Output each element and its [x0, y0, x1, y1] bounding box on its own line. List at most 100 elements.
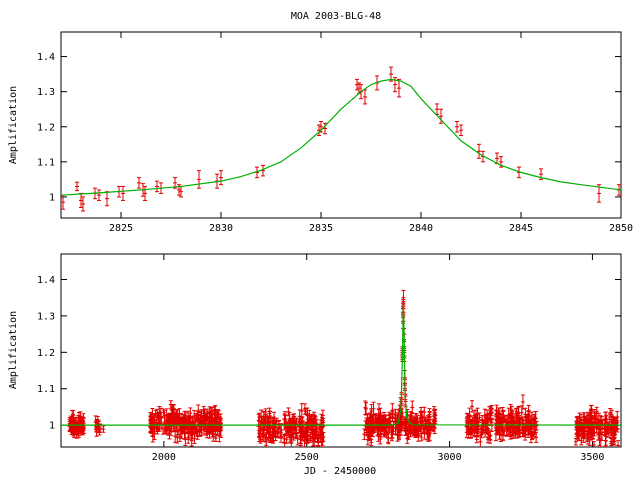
bottom-data-point — [612, 422, 617, 439]
bottom-data-point — [520, 394, 525, 410]
bottom-data-point — [393, 421, 398, 436]
bottom-data-point — [419, 425, 424, 435]
bottom-data-point — [589, 404, 594, 414]
bottom-data-point — [94, 420, 99, 433]
bottom-xtick-label: 3500 — [580, 452, 604, 463]
bottom-data-point — [212, 406, 217, 415]
bottom-data-point — [261, 429, 266, 441]
bottom-data-point — [152, 420, 157, 433]
bottom-data-point — [432, 406, 437, 420]
bottom-data-point — [390, 412, 395, 422]
bottom-data-point — [485, 414, 490, 427]
bottom-data-point — [466, 426, 471, 434]
bottom-data-point — [218, 419, 223, 430]
bottom-data-point — [497, 427, 502, 440]
bottom-data-point — [177, 408, 182, 421]
top-data-point — [499, 156, 503, 168]
bottom-data-point — [261, 410, 266, 423]
top-data-point — [477, 143, 481, 159]
bottom-data-point — [169, 404, 174, 415]
bottom-data-point — [182, 427, 187, 440]
bottom-data-point — [603, 434, 608, 447]
top-data-point — [435, 103, 439, 115]
top-ylabel: Amplification — [8, 86, 19, 164]
bottom-data-point — [616, 440, 621, 447]
bottom-data-point — [369, 428, 374, 437]
top-plot-area — [61, 66, 621, 212]
bottom-data-point — [494, 419, 499, 430]
bottom-data-point — [307, 409, 312, 424]
bottom-data-point — [470, 400, 475, 413]
top-data-point — [481, 150, 485, 163]
bottom-xtick-label: 2000 — [152, 452, 176, 463]
top-data-point — [143, 185, 147, 201]
bottom-series-group — [61, 289, 621, 447]
bottom-data-point — [301, 432, 306, 442]
bottom-panel-frame — [60, 253, 622, 448]
top-xtick-label: 2845 — [509, 223, 533, 234]
bottom-data-point — [305, 431, 310, 442]
bottom-data-point — [475, 407, 480, 422]
bottom-data-point — [426, 425, 431, 436]
bottom-data-point — [594, 412, 599, 424]
bottom-ytick-label: 1.1 — [37, 384, 55, 395]
bottom-data-point — [488, 405, 493, 421]
top-panel: Amplification 1 1.1 1.2 1.3 1.4 2825 2830 2835 2… — [8, 31, 633, 234]
bottom-data-point — [604, 415, 609, 423]
bottom-data-point — [298, 430, 303, 444]
chart-title: MOA 2003-BLG-48 — [291, 11, 381, 22]
bottom-data-point — [311, 431, 316, 447]
bottom-data-point — [432, 421, 437, 435]
bottom-data-point — [286, 407, 291, 417]
top-data-point — [155, 180, 159, 193]
top-ytick-label: 1.2 — [37, 122, 55, 133]
bottom-model-curve — [61, 304, 621, 426]
top-data-point — [105, 191, 109, 207]
bottom-data-point — [300, 416, 305, 429]
bottom-data-point — [257, 430, 262, 439]
bottom-data-point — [267, 410, 272, 422]
bottom-data-point — [364, 402, 369, 416]
bottom-data-point — [199, 409, 204, 423]
bottom-data-point — [320, 436, 325, 446]
bottom-data-point — [605, 427, 610, 435]
bottom-data-point — [265, 415, 270, 429]
bottom-data-point — [508, 425, 513, 438]
bottom-data-point — [177, 433, 182, 442]
bottom-data-point — [168, 428, 173, 436]
bottom-ytick-label: 1.3 — [37, 311, 55, 322]
top-model-curve — [61, 78, 621, 196]
bottom-data-point — [422, 406, 427, 418]
bottom-data-point — [158, 407, 163, 418]
top-data-point — [79, 192, 83, 208]
top-data-point — [219, 170, 223, 186]
bottom-xtick-label: 2500 — [295, 452, 319, 463]
bottom-data-point — [602, 425, 607, 433]
top-data-point — [97, 189, 101, 201]
bottom-data-point — [386, 431, 391, 445]
top-ytick-label: 1 — [49, 192, 55, 203]
bottom-data-point — [495, 416, 500, 432]
bottom-data-point — [362, 428, 367, 441]
top-data-point — [75, 181, 79, 192]
top-series-group — [61, 66, 621, 212]
top-data-point — [173, 177, 177, 189]
top-data-point — [459, 124, 463, 137]
bottom-data-point — [514, 408, 519, 419]
bottom-data-point — [318, 428, 323, 438]
bottom-data-point — [508, 416, 513, 430]
bottom-data-point — [257, 412, 262, 422]
top-data-point — [137, 177, 141, 189]
bottom-ytick-label: 1.2 — [37, 348, 55, 359]
bottom-data-point — [294, 426, 299, 439]
bottom-data-point — [160, 423, 165, 435]
bottom-data-point — [418, 411, 423, 421]
bottom-data-point — [498, 413, 503, 427]
bottom-data-point — [494, 404, 499, 416]
bottom-ytick-label: 1.4 — [37, 275, 55, 286]
bottom-data-point — [185, 417, 190, 430]
bottom-data-point — [610, 415, 615, 427]
bottom-data-point — [303, 407, 308, 416]
bottom-data-point — [266, 423, 271, 435]
bottom-data-point — [370, 415, 375, 425]
